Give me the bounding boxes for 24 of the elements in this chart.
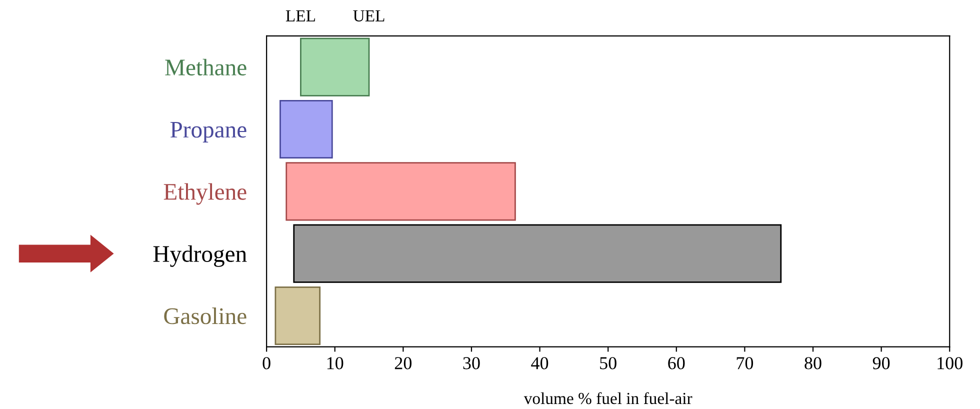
- x-tick-label: 0: [262, 357, 270, 370]
- x-tick-label: 20: [394, 357, 412, 370]
- x-tick-label: 10: [327, 357, 344, 370]
- bar: [300, 38, 370, 96]
- y-tick-label: Methane: [165, 58, 246, 76]
- y-tick-label: Gasoline: [164, 308, 246, 324]
- bar: [274, 286, 321, 346]
- x-tick-label: 90: [872, 357, 890, 370]
- bar: [280, 100, 333, 159]
- y-tick-label: Ethylene: [164, 183, 246, 205]
- y-tick-label: Hydrogen: [153, 245, 247, 267]
- text: LEL: [286, 10, 315, 22]
- x-tick-label: 40: [531, 357, 548, 370]
- x-tick-label: 100: [938, 357, 962, 370]
- x-axis-title: volume % fuel in fuel-air: [524, 392, 692, 404]
- x-tick-label: 80: [804, 357, 822, 370]
- x-tick-label: 70: [736, 357, 754, 370]
- x-tick-label: 30: [463, 357, 480, 370]
- x-tick-label: 60: [668, 357, 685, 370]
- x-tick-label: 50: [600, 357, 616, 370]
- bar: [293, 224, 782, 283]
- bar: [286, 162, 516, 221]
- y-tick-label: Propane: [170, 122, 246, 142]
- text: UEL: [353, 10, 384, 22]
